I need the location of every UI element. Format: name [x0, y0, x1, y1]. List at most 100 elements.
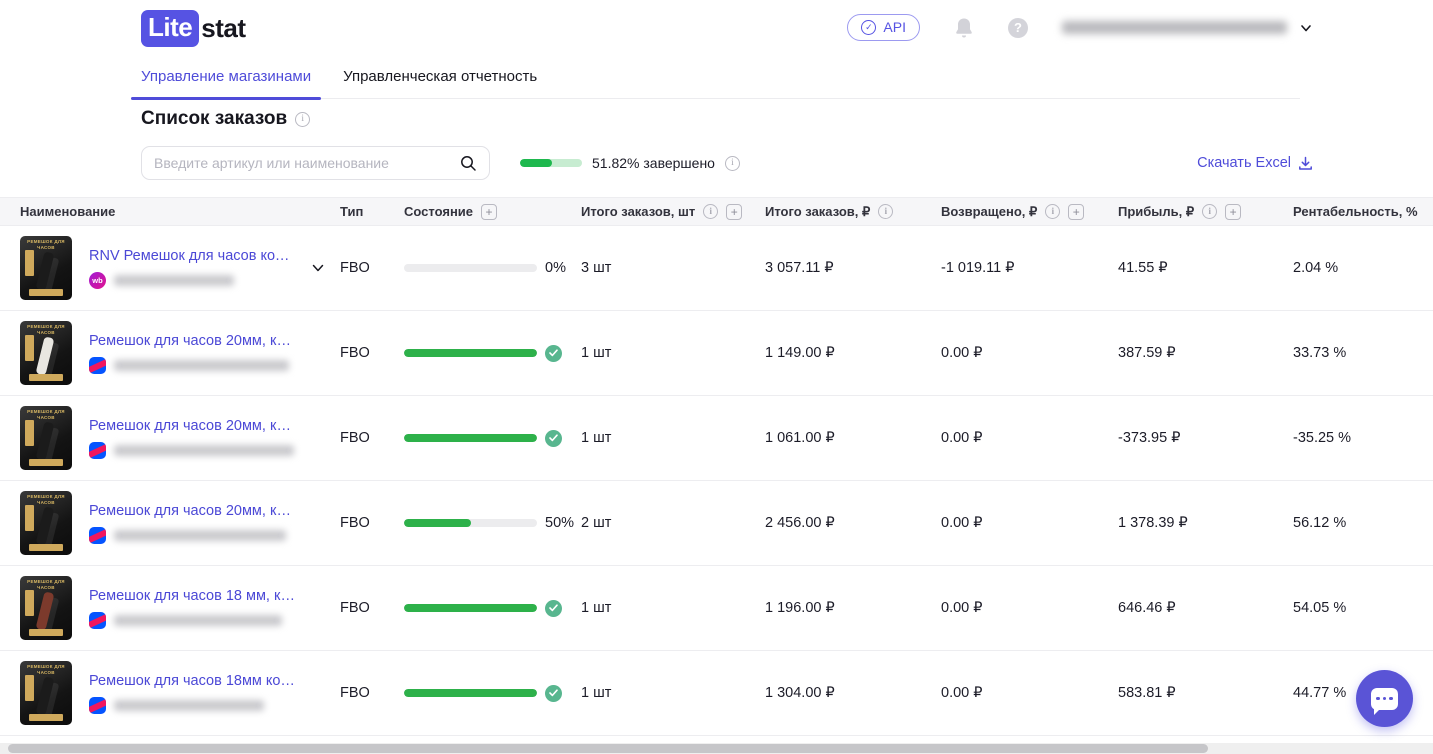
ozon-badge-icon [89, 612, 106, 629]
row-returned: 0.00 ₽ [941, 515, 1118, 531]
article-blurred [114, 360, 289, 371]
tab-store-management[interactable]: Управление магазинами [141, 60, 311, 98]
col-profit-label[interactable]: Прибыль, ₽ [1118, 204, 1194, 220]
completion-progress: 51.82% завершено i [520, 155, 740, 171]
api-label: API [883, 19, 906, 35]
col-qty-label[interactable]: Итого заказов, шт [581, 204, 695, 219]
col-total-label[interactable]: Итого заказов, ₽ [765, 204, 870, 220]
col-qty-info-icon[interactable]: i [703, 204, 718, 219]
table-row[interactable]: РЕМЕШОК ДЛЯ ЧАСОВ Ремешок для часов 20мм… [0, 311, 1433, 396]
header-actions: ✓ API ? [847, 14, 1313, 41]
row-margin: -35.25 % [1293, 430, 1433, 446]
row-expand-chevron-icon[interactable] [310, 260, 326, 276]
order-list-page: Lite stat ✓ API ? Управ [0, 0, 1433, 754]
product-name-link[interactable]: Ремешок для часов 18мм кожа... [89, 673, 295, 689]
product-name-link[interactable]: Ремешок для часов 20мм, кож... [89, 503, 295, 519]
col-returned-label[interactable]: Возвращено, ₽ [941, 204, 1037, 220]
row-profit: 1 378.39 ₽ [1118, 515, 1293, 531]
notifications-bell-icon[interactable] [954, 17, 974, 39]
product-name-link[interactable]: Ремешок для часов 20мм, кож... [89, 418, 295, 434]
col-total-info-icon[interactable]: i [878, 204, 893, 219]
row-profit: 583.81 ₽ [1118, 685, 1293, 701]
col-margin[interactable]: Рентабельность, % [1293, 204, 1433, 219]
col-name[interactable]: Наименование [0, 204, 295, 219]
table-row[interactable]: РЕМЕШОК ДЛЯ ЧАСОВ Ремешок для часов 18 м… [0, 566, 1433, 651]
col-profit: Прибыль, ₽ i + [1118, 204, 1293, 220]
row-total: 1 304.00 ₽ [765, 685, 941, 701]
page-title: Список заказов [141, 108, 287, 130]
api-button[interactable]: ✓ API [847, 14, 920, 41]
completion-progress-track [520, 159, 582, 167]
table-row[interactable]: РЕМЕШОК ДЛЯ ЧАСОВ Ремешок для часов 20мм… [0, 396, 1433, 481]
row-type: FBO [340, 430, 404, 446]
row-type: FBO [340, 515, 404, 531]
app-header: Lite stat ✓ API ? [0, 0, 1433, 56]
col-state-label[interactable]: Состояние [404, 204, 473, 219]
row-profit: 41.55 ₽ [1118, 260, 1293, 276]
row-state [404, 685, 581, 702]
user-menu[interactable] [1062, 21, 1313, 35]
col-state-add-icon[interactable]: + [481, 204, 497, 220]
app-logo: Lite stat [141, 10, 245, 47]
row-type: FBO [340, 685, 404, 701]
col-state: Состояние + [404, 204, 581, 220]
row-qty: 1 шт [581, 430, 765, 446]
table-row[interactable]: РЕМЕШОК ДЛЯ ЧАСОВ Ремешок для часов 20мм… [0, 481, 1433, 566]
col-profit-add-icon[interactable]: + [1225, 204, 1241, 220]
row-total: 1 061.00 ₽ [765, 430, 941, 446]
row-type: FBO [340, 600, 404, 616]
article-blurred [114, 615, 282, 626]
chat-bubble-icon [1371, 688, 1398, 710]
orders-table: Наименование Тип Состояние + Итого заказ… [0, 197, 1433, 754]
row-margin: 54.05 % [1293, 600, 1433, 616]
row-returned: 0.00 ₽ [941, 430, 1118, 446]
help-icon[interactable]: ? [1008, 18, 1028, 38]
order-progress-bar [404, 264, 537, 272]
page-title-info-icon[interactable]: i [295, 112, 310, 127]
ozon-badge-icon [89, 527, 106, 544]
main-tabs: Управление магазинами Управленческая отч… [141, 60, 1300, 99]
product-name-link[interactable]: Ремешок для часов 18 мм, кож... [89, 588, 295, 604]
product-name-link[interactable]: RNV Ремешок для часов кожа... [89, 248, 295, 264]
col-returned-add-icon[interactable]: + [1068, 204, 1084, 220]
ozon-badge-icon [89, 357, 106, 374]
chevron-down-icon [1299, 21, 1313, 35]
col-qty-add-icon[interactable]: + [726, 204, 742, 220]
col-returned-info-icon[interactable]: i [1045, 204, 1060, 219]
chat-button[interactable] [1356, 670, 1413, 727]
ozon-badge-icon [89, 442, 106, 459]
col-type[interactable]: Тип [340, 204, 404, 219]
search-input[interactable] [154, 155, 452, 171]
product-name-link[interactable]: Ремешок для часов 20мм, кож... [89, 333, 295, 349]
completed-check-icon [545, 685, 562, 702]
col-profit-info-icon[interactable]: i [1202, 204, 1217, 219]
row-state [404, 345, 581, 362]
row-margin: 2.04 % [1293, 260, 1433, 276]
completion-progress-label: 51.82% завершено [592, 155, 715, 171]
toolbar: 51.82% завершено i Скачать Excel [141, 146, 1313, 180]
row-qty: 3 шт [581, 260, 765, 276]
row-total: 1 196.00 ₽ [765, 600, 941, 616]
row-total: 2 456.00 ₽ [765, 515, 941, 531]
completion-progress-fill [520, 159, 552, 167]
table-header: Наименование Тип Состояние + Итого заказ… [0, 197, 1433, 226]
table-row[interactable]: РЕМЕШОК ДЛЯ ЧАСОВ Ремешок для часов 18мм… [0, 651, 1433, 736]
horizontal-scrollbar-thumb[interactable] [8, 744, 1208, 753]
row-total: 1 149.00 ₽ [765, 345, 941, 361]
product-image: РЕМЕШОК ДЛЯ ЧАСОВ [20, 406, 72, 470]
user-name-blurred [1062, 21, 1287, 34]
table-row[interactable]: РЕМЕШОК ДЛЯ ЧАСОВ RNV Ремешок для часов … [0, 226, 1433, 311]
row-returned: -1 019.11 ₽ [941, 260, 1118, 276]
search-icon[interactable] [460, 155, 477, 172]
completion-info-icon[interactable]: i [725, 156, 740, 171]
logo-stat: stat [199, 13, 245, 44]
article-blurred [114, 530, 286, 541]
order-progress-bar [404, 604, 537, 612]
row-returned: 0.00 ₽ [941, 600, 1118, 616]
horizontal-scrollbar-track[interactable] [0, 743, 1433, 754]
download-excel-link[interactable]: Скачать Excel [1197, 155, 1313, 171]
product-image: РЕМЕШОК ДЛЯ ЧАСОВ [20, 491, 72, 555]
col-qty: Итого заказов, шт i + [581, 204, 765, 220]
tab-management-reporting[interactable]: Управленческая отчетность [343, 60, 537, 98]
completed-check-icon [545, 600, 562, 617]
